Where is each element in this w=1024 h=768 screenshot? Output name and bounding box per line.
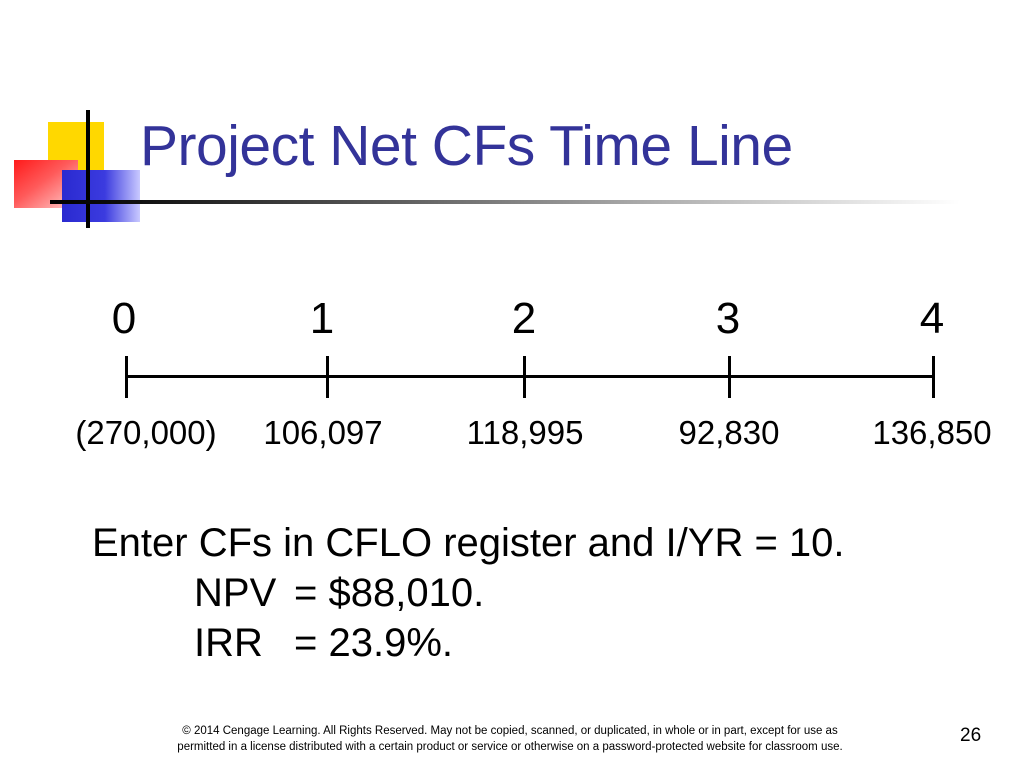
cash-flow-timeline: 0 1 2 3 4 (270,000) 106,097 118,995 92,8… xyxy=(0,280,1024,480)
instruction-text: Enter CFs in CFLO register and I/YR = 10… xyxy=(92,521,845,565)
slide-body: Enter CFs in CFLO register and I/YR = 10… xyxy=(92,518,845,668)
slide-title: Project Net CFs Time Line xyxy=(140,114,793,178)
npv-label: NPV xyxy=(194,571,277,615)
timeline-tick xyxy=(728,356,731,398)
cash-flow-value: 92,830 xyxy=(678,414,780,451)
cash-flow-value: 106,097 xyxy=(263,414,383,451)
period-label: 1 xyxy=(309,294,335,343)
title-decoration xyxy=(0,0,160,240)
vertical-rule xyxy=(86,110,90,228)
irr-value: = 23.9%. xyxy=(294,621,454,665)
period-label: 2 xyxy=(511,294,537,343)
period-label: 3 xyxy=(715,294,741,343)
copyright-line: permitted in a license distributed with … xyxy=(177,741,843,753)
title-underline-rule xyxy=(50,200,960,204)
timeline-tick xyxy=(523,356,526,398)
period-label: 4 xyxy=(919,294,945,343)
timeline-axis xyxy=(126,375,934,378)
slide-number: 26 xyxy=(960,725,982,746)
period-label: 0 xyxy=(111,294,137,343)
npv-line: NPV = $88,010. xyxy=(92,568,845,618)
irr-label: IRR xyxy=(194,621,263,665)
copyright-line: © 2014 Cengage Learning. All Rights Rese… xyxy=(182,725,838,737)
cash-flow-value: 136,850 xyxy=(872,414,992,451)
timeline-tick xyxy=(326,356,329,398)
irr-line: IRR = 23.9%. xyxy=(92,618,845,668)
timeline-tick xyxy=(125,356,128,398)
blue-square-shape xyxy=(62,170,140,222)
npv-value: = $88,010. xyxy=(294,571,485,615)
cash-flow-value: (270,000) xyxy=(75,414,217,451)
cash-flow-value: 118,995 xyxy=(466,414,584,451)
copyright-footer: © 2014 Cengage Learning. All Rights Rese… xyxy=(130,723,890,755)
timeline-tick xyxy=(932,356,935,398)
